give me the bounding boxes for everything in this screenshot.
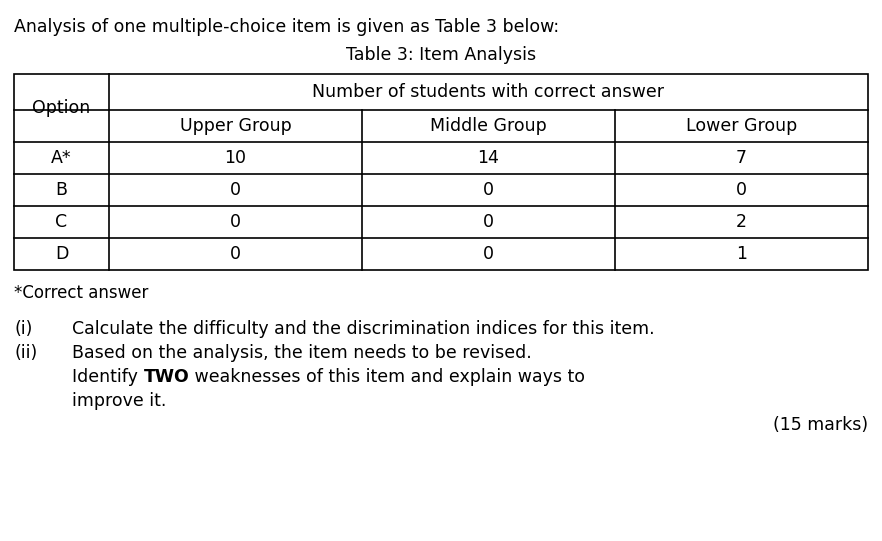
Text: D: D	[55, 245, 68, 263]
Text: 0: 0	[483, 181, 494, 199]
Text: TWO: TWO	[144, 368, 189, 386]
Text: 0: 0	[483, 245, 494, 263]
Text: Lower Group: Lower Group	[686, 117, 797, 135]
Text: Based on the analysis, the item needs to be revised.: Based on the analysis, the item needs to…	[72, 344, 532, 362]
Text: 7: 7	[736, 149, 747, 167]
Text: 14: 14	[477, 149, 499, 167]
Text: 0: 0	[230, 181, 241, 199]
Text: (i): (i)	[14, 320, 33, 338]
Text: Upper Group: Upper Group	[180, 117, 291, 135]
Bar	[14, 74, 868, 270]
Text: Number of students with correct answer: Number of students with correct answer	[312, 83, 664, 101]
Text: Table 3: Item Analysis: Table 3: Item Analysis	[346, 46, 536, 64]
Text: 2: 2	[736, 213, 747, 231]
Text: *Correct answer: *Correct answer	[14, 284, 148, 302]
Text: (15 marks): (15 marks)	[773, 416, 868, 434]
Text: Option: Option	[33, 99, 91, 117]
Text: Identify: Identify	[72, 368, 144, 386]
Text: 0: 0	[483, 213, 494, 231]
Text: improve it.: improve it.	[72, 392, 167, 410]
Text: 0: 0	[230, 213, 241, 231]
Text: 10: 10	[225, 149, 246, 167]
Text: 0: 0	[736, 181, 747, 199]
Text: Middle Group: Middle Group	[430, 117, 547, 135]
Text: (ii): (ii)	[14, 344, 37, 362]
Text: Analysis of one multiple-choice item is given as Table 3 below:: Analysis of one multiple-choice item is …	[14, 18, 559, 36]
Text: C: C	[56, 213, 68, 231]
Text: A*: A*	[51, 149, 71, 167]
Text: weaknesses of this item and explain ways to: weaknesses of this item and explain ways…	[189, 368, 585, 386]
Text: 0: 0	[230, 245, 241, 263]
Text: 1: 1	[736, 245, 747, 263]
Text: B: B	[56, 181, 68, 199]
Text: Calculate the difficulty and the discrimination indices for this item.: Calculate the difficulty and the discrim…	[72, 320, 654, 338]
